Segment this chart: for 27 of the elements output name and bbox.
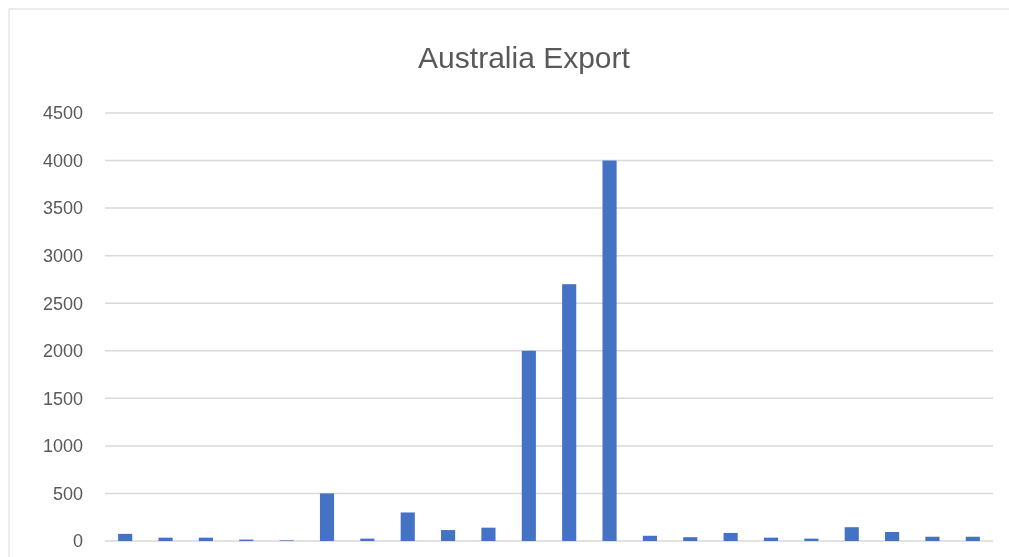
bar xyxy=(521,350,536,541)
y-tick-label: 4000 xyxy=(42,150,83,171)
bar xyxy=(481,527,496,541)
y-tick-label: 2500 xyxy=(42,293,83,314)
bar xyxy=(118,533,133,541)
bar xyxy=(885,531,900,541)
y-tick-label: 3500 xyxy=(42,198,83,219)
y-tick-label: 2000 xyxy=(42,341,83,362)
bar xyxy=(441,530,456,541)
y-tick-label: 0 xyxy=(72,531,83,552)
y-tick-label: 4500 xyxy=(42,103,83,124)
y-tick-label: 1000 xyxy=(42,436,83,457)
bar xyxy=(925,536,940,541)
bar xyxy=(158,537,173,541)
bar xyxy=(965,536,980,541)
y-tick-label: 1500 xyxy=(42,388,83,409)
bar xyxy=(723,532,738,541)
bar xyxy=(844,527,859,541)
bar xyxy=(602,160,617,541)
bar xyxy=(400,512,415,541)
chart-title: Australia Export xyxy=(418,41,631,74)
bar xyxy=(683,537,698,541)
bar xyxy=(642,535,657,541)
y-tick-label: 3000 xyxy=(42,245,83,266)
y-tick-label: 500 xyxy=(52,483,83,504)
bar xyxy=(562,284,577,541)
bar xyxy=(319,493,335,541)
